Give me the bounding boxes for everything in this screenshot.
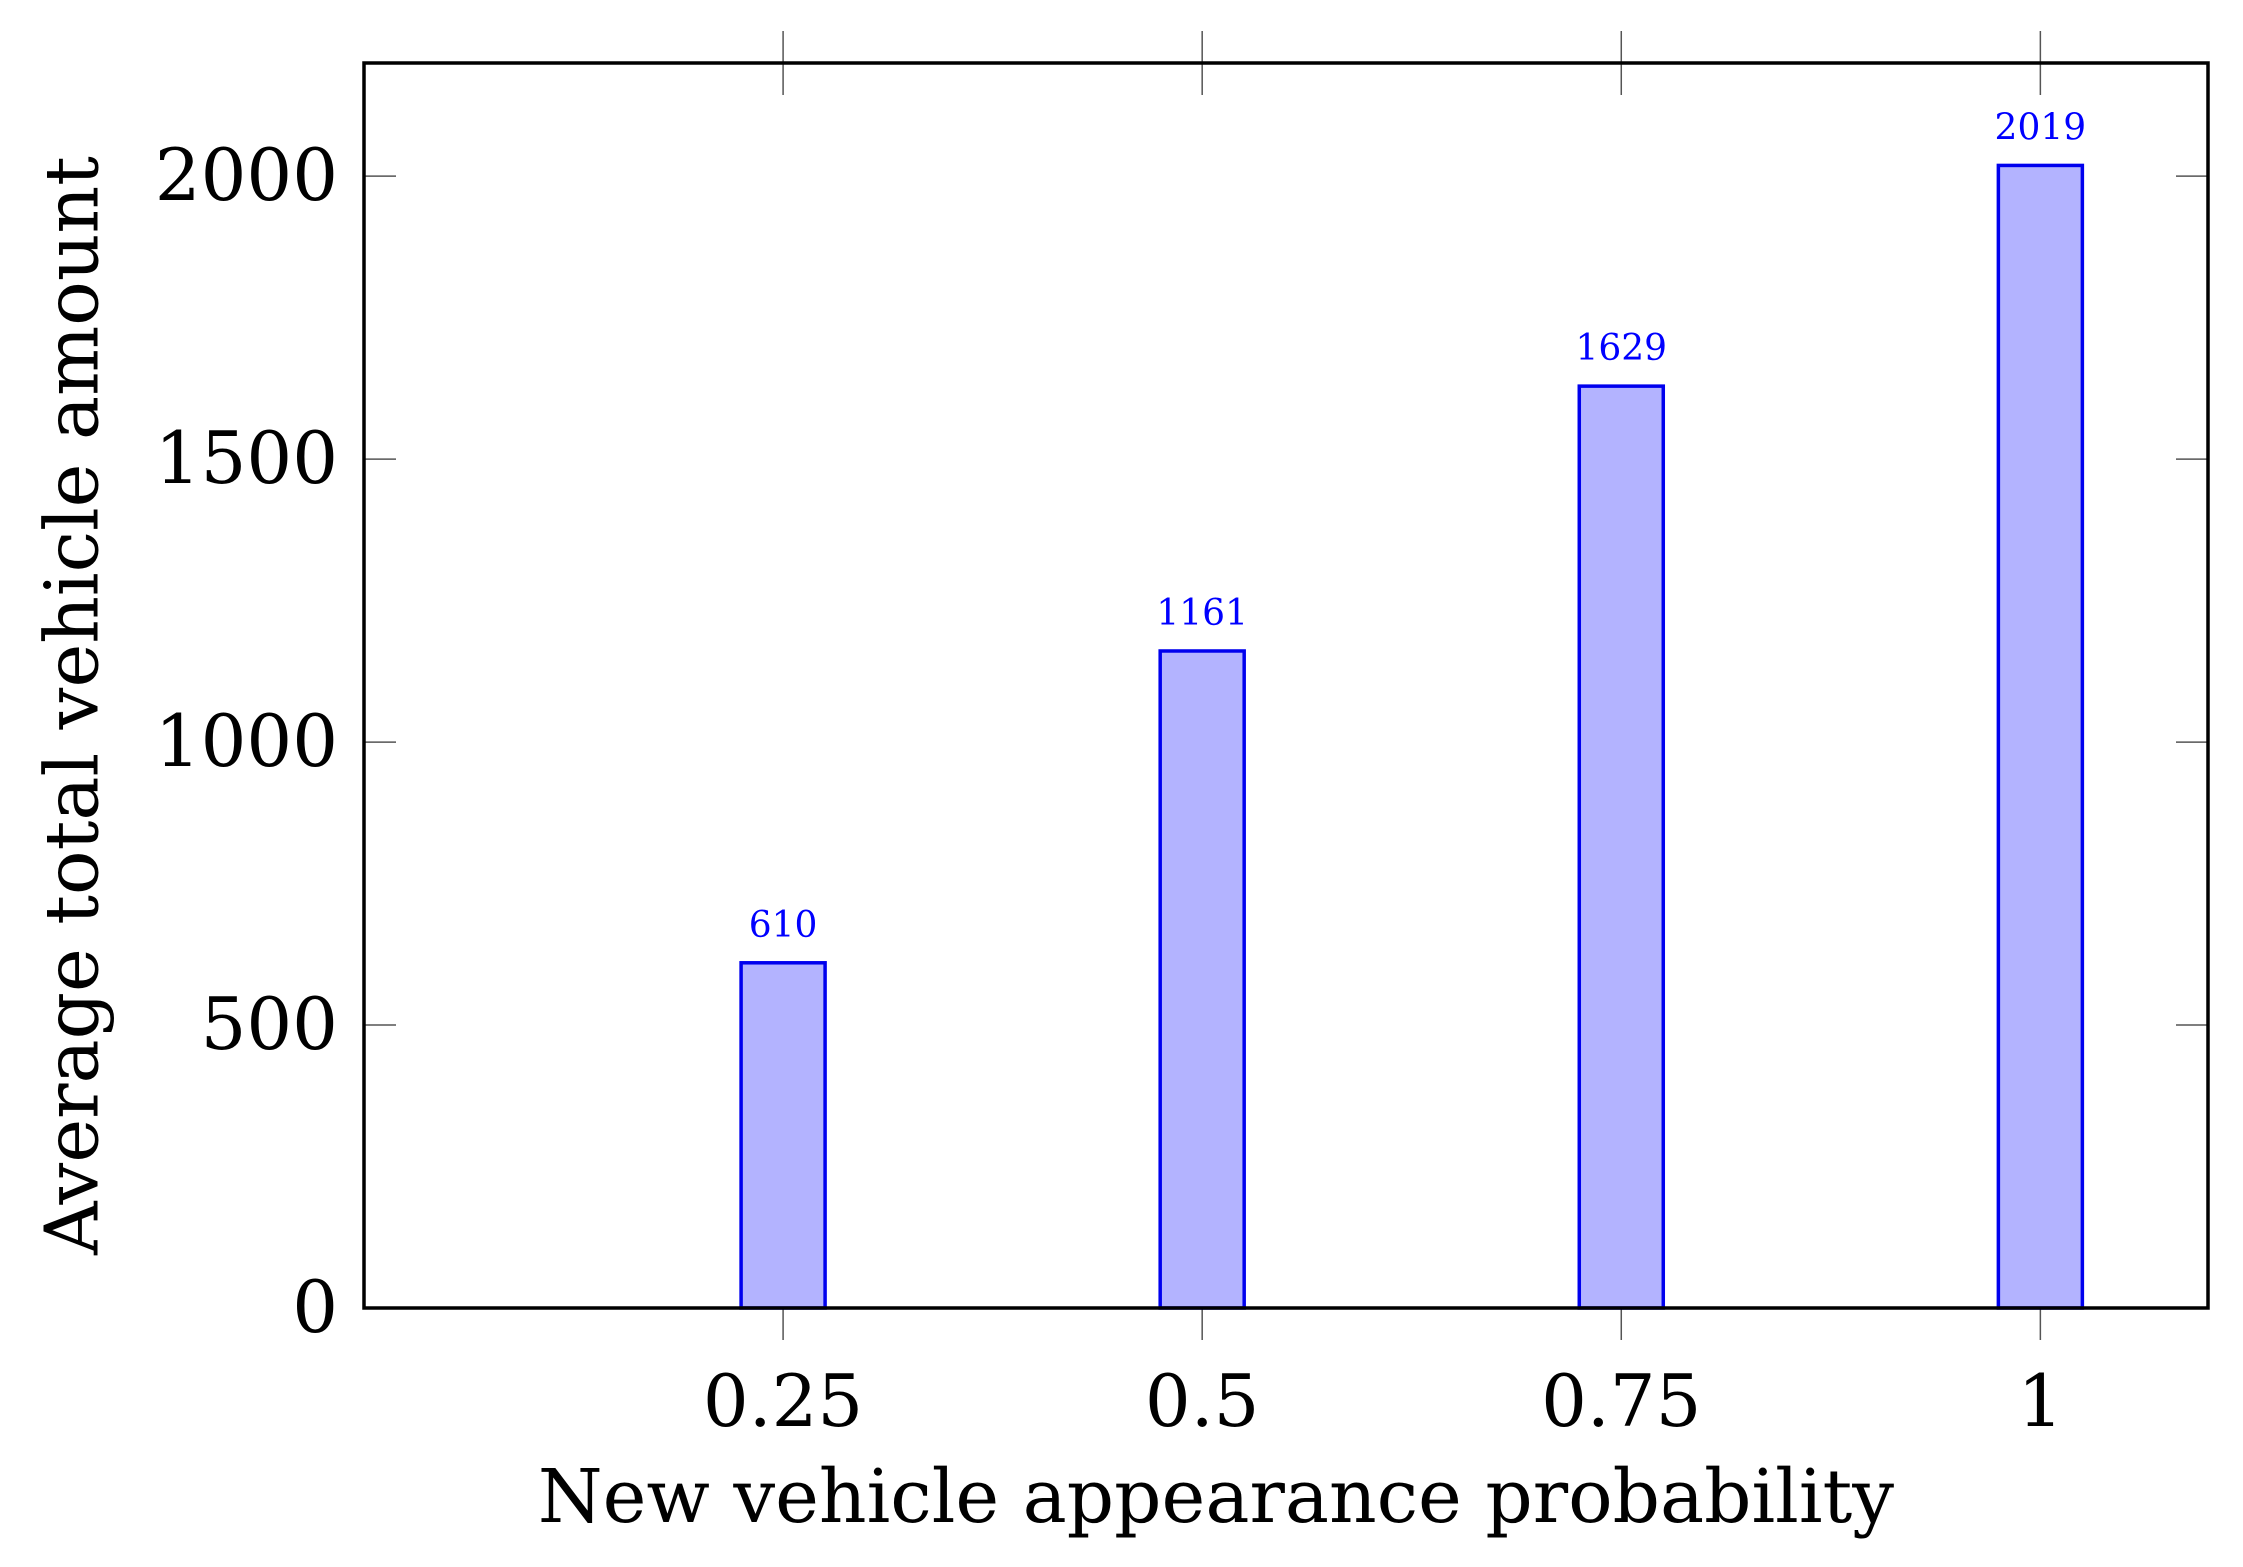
y-tick-label: 0 bbox=[292, 1265, 338, 1349]
x-tick-label: 1 bbox=[2017, 1359, 2063, 1443]
data-label: 2019 bbox=[1995, 107, 2087, 148]
bar bbox=[1577, 384, 1666, 1310]
bars bbox=[739, 163, 2085, 1310]
plot-area-frame bbox=[362, 61, 2210, 1310]
data-label: 1161 bbox=[1156, 593, 1248, 634]
x-axis-title: New vehicle appearance probability bbox=[538, 1454, 1894, 1540]
y-tick-label: 1000 bbox=[155, 699, 338, 783]
x-tick-label: 0.5 bbox=[1145, 1359, 1260, 1443]
y-tick-label: 1500 bbox=[155, 416, 338, 500]
y-tick-label: 2000 bbox=[155, 133, 338, 217]
x-tick-label: 0.25 bbox=[703, 1359, 863, 1443]
x-tick-labels: 0.25 0.5 0.75 1 bbox=[703, 1359, 2063, 1443]
y-tick-labels: 0 500 1000 1500 2000 bbox=[155, 133, 338, 1349]
data-label: 610 bbox=[749, 905, 818, 946]
y-axis-title: Average total vehicle amount bbox=[29, 156, 115, 1256]
data-label: 1629 bbox=[1575, 328, 1667, 369]
bar bbox=[739, 961, 827, 1310]
x-tick-label: 0.75 bbox=[1541, 1359, 1701, 1443]
data-labels: 610 1161 1629 2019 bbox=[749, 107, 2086, 945]
bar bbox=[1158, 649, 1246, 1310]
bar bbox=[1996, 163, 2085, 1310]
y-tick-label: 500 bbox=[201, 982, 338, 1066]
